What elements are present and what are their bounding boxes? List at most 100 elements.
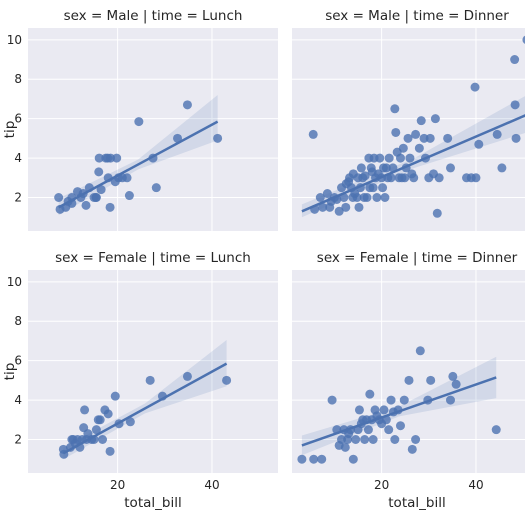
data-point [354, 202, 364, 212]
y-axis-label: tip [2, 363, 18, 381]
data-point [445, 395, 455, 405]
data-point [411, 434, 421, 444]
data-point [91, 425, 101, 435]
y-tick-label: 6 [14, 354, 22, 368]
data-point [409, 173, 419, 183]
data-point [510, 100, 520, 110]
data-point [368, 434, 378, 444]
data-point [134, 117, 144, 127]
data-point [372, 192, 382, 202]
data-point [414, 143, 424, 153]
y-tick-label: 2 [14, 432, 22, 446]
x-axis-label: total_bill [388, 495, 445, 511]
data-point [103, 409, 113, 419]
data-point [182, 371, 192, 381]
panel-plot-area [297, 346, 501, 464]
data-point [399, 395, 409, 405]
regression-line [58, 120, 219, 209]
data-point [182, 100, 192, 110]
y-tick-label: 8 [14, 72, 22, 86]
facet-title: sex = Female | time = Lunch [55, 250, 251, 266]
data-point [365, 389, 375, 399]
data-point [334, 206, 344, 216]
data-point [105, 202, 115, 212]
x-tick-label: 40 [204, 478, 219, 492]
data-point [386, 173, 396, 183]
data-point [416, 116, 426, 126]
y-tick-label: 8 [14, 314, 22, 328]
x-axis-label: total_bill [124, 495, 181, 511]
data-point [510, 55, 520, 65]
x-tick-label: 20 [110, 478, 125, 492]
y-tick-label: 4 [14, 151, 22, 165]
data-point [356, 163, 366, 173]
data-point [125, 417, 135, 427]
data-point [384, 153, 394, 163]
data-point [348, 454, 358, 464]
data-point [470, 82, 480, 92]
x-tick-label: 20 [374, 478, 389, 492]
data-point [395, 421, 405, 431]
panel-background [28, 270, 278, 473]
data-point [309, 454, 319, 464]
data-point [98, 434, 108, 444]
data-point [96, 185, 106, 195]
data-point [511, 133, 521, 143]
facet-title: sex = Male | time = Lunch [64, 8, 243, 24]
data-point [474, 139, 484, 149]
x-tick-label: 40 [468, 478, 483, 492]
data-point [381, 163, 391, 173]
regression-line [62, 362, 228, 455]
data-point [322, 189, 332, 199]
data-point [379, 405, 389, 415]
facet-panel-1: sex = Male | time = Dinner [292, 8, 525, 231]
data-point [443, 133, 453, 143]
data-point [105, 446, 115, 456]
data-point [352, 192, 362, 202]
data-point [81, 200, 91, 210]
data-point [213, 133, 223, 143]
confidence-band [63, 339, 227, 460]
data-point [426, 375, 436, 385]
data-point [363, 425, 373, 435]
data-point [432, 208, 442, 218]
y-axis-label: tip [2, 121, 18, 139]
y-tick-label: 6 [14, 112, 22, 126]
y-tick-label: 10 [7, 275, 22, 289]
data-point [95, 415, 105, 425]
data-point [340, 442, 350, 452]
data-point [390, 104, 400, 114]
data-point [317, 454, 327, 464]
panel-plot-area [54, 95, 223, 216]
data-point [122, 173, 132, 183]
data-point [380, 192, 390, 202]
data-point [112, 153, 122, 163]
data-point [124, 191, 134, 201]
facet-panel-2: sex = Female | time = Lunch 2 4 6 8 10 tip 20 40… [2, 250, 278, 511]
data-point [415, 346, 425, 356]
facet-panel-3: sex = Female | time = Dinner 20 40 total_bi… [292, 250, 525, 511]
data-point [400, 173, 410, 183]
data-point [360, 434, 370, 444]
data-point [386, 395, 396, 405]
data-point [315, 192, 325, 202]
data-point [308, 129, 318, 139]
data-point [405, 153, 415, 163]
data-point [390, 434, 400, 444]
data-point [404, 375, 414, 385]
data-point [445, 163, 455, 173]
data-point [91, 192, 101, 202]
data-point [451, 379, 461, 389]
data-point [351, 434, 361, 444]
data-point [368, 183, 378, 193]
data-point [395, 153, 405, 163]
data-point [384, 425, 394, 435]
data-point [375, 153, 385, 163]
data-point [145, 375, 155, 385]
data-point [360, 171, 370, 181]
data-point [354, 405, 364, 415]
facet-panel-0: sex = Male | time = Lunch 2 4 6 8 10 tip [2, 8, 278, 231]
data-point [407, 444, 417, 454]
data-point [430, 114, 440, 124]
